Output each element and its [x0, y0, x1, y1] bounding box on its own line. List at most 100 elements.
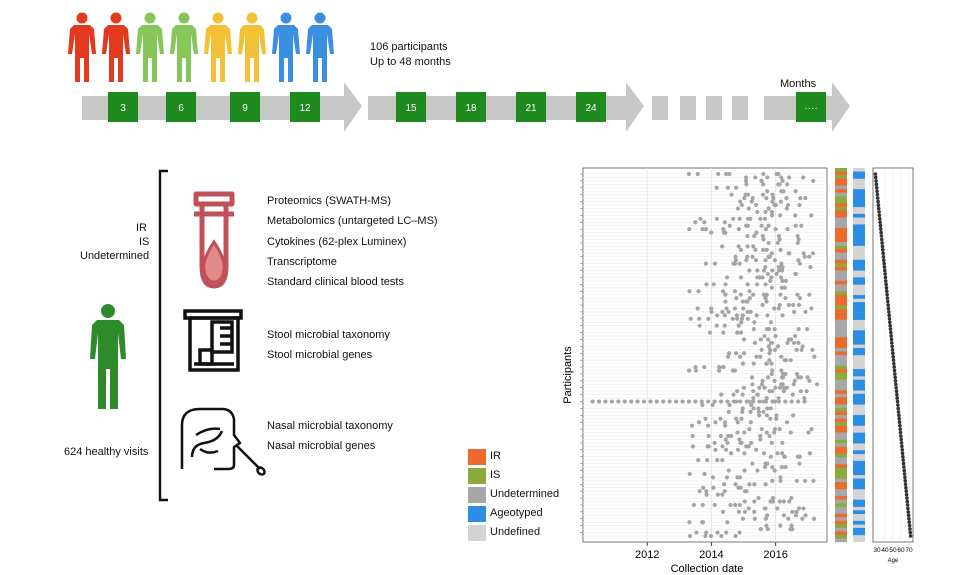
- timeline-month-marker: [290, 92, 320, 122]
- visit-point: [760, 302, 765, 308]
- visit-point: [753, 175, 758, 180]
- visit-point: [752, 482, 757, 487]
- visit-point: [724, 530, 729, 535]
- visit-point: [722, 420, 727, 425]
- participant-group-cell: [835, 386, 847, 391]
- age-point: [898, 423, 902, 428]
- participant-group-cell: [835, 323, 847, 327]
- visit-point: [738, 330, 744, 335]
- visit-point: [738, 199, 743, 204]
- participant-ageotype-cell: [853, 189, 865, 193]
- visit-point: [763, 516, 768, 521]
- visit-point: [774, 413, 779, 418]
- age-point: [885, 296, 890, 300]
- participant-group-cell: [835, 185, 847, 190]
- visit-point: [748, 309, 753, 315]
- visit-point: [603, 399, 608, 404]
- visit-point: [808, 264, 813, 270]
- participant-ageotype-cell: [853, 439, 865, 444]
- participant-group-cell: [835, 344, 847, 349]
- visit-point: [789, 523, 794, 528]
- visit-point: [765, 271, 770, 277]
- visit-point: [781, 385, 787, 390]
- age-point: [907, 516, 911, 521]
- participant-group-cell: [835, 277, 847, 282]
- age-point: [879, 237, 884, 242]
- timeline-month-marker: [396, 92, 426, 122]
- visit-point: [735, 389, 740, 394]
- visit-point: [756, 406, 761, 411]
- visit-point: [761, 237, 766, 242]
- visit-point: [696, 458, 701, 463]
- visit-point: [792, 309, 797, 315]
- visit-point: [762, 333, 767, 339]
- visit-point: [763, 296, 768, 301]
- visit-point: [742, 489, 748, 494]
- visit-point: [780, 264, 785, 270]
- visit-point: [795, 454, 800, 459]
- month-label: 18: [465, 103, 477, 114]
- participant-group-cell: [835, 340, 847, 345]
- participant-figure: [170, 12, 198, 82]
- visit-point: [720, 309, 725, 315]
- visit-point: [788, 358, 793, 363]
- participant-group-cell: [835, 355, 847, 359]
- x-tick-label: 2016: [763, 549, 787, 561]
- visit-point: [776, 233, 782, 239]
- visit-point: [752, 509, 757, 514]
- visit-point: [785, 340, 790, 346]
- age-point: [906, 513, 911, 518]
- participant-group-cell: [835, 446, 847, 451]
- visit-point: [596, 399, 602, 404]
- age-tick-label: 60: [897, 547, 905, 554]
- assay-cytokines: Cytokines (62-plex Luminex): [267, 236, 407, 248]
- visit-point: [769, 340, 775, 346]
- participant-group-cell: [835, 464, 847, 469]
- age-point: [882, 268, 887, 273]
- visit-point: [781, 499, 786, 504]
- legend-swatch: [468, 525, 486, 541]
- visit-point: [693, 399, 698, 404]
- participant-group-cell: [835, 369, 847, 373]
- age-point: [884, 289, 889, 294]
- visit-point: [770, 464, 775, 470]
- age-point: [908, 534, 913, 538]
- visit-point: [718, 433, 723, 439]
- visit-point: [712, 399, 717, 404]
- participant-group-cell: [835, 256, 847, 260]
- visit-point: [718, 416, 723, 421]
- participant-group-cell: [835, 425, 847, 430]
- visit-point: [738, 247, 743, 252]
- visit-point: [769, 361, 774, 366]
- visit-point: [757, 399, 762, 404]
- visit-point: [772, 430, 777, 435]
- visit-point: [795, 233, 800, 239]
- visit-point: [731, 392, 736, 397]
- visit-point: [765, 189, 770, 194]
- visit-point: [744, 258, 749, 263]
- visit-point: [758, 437, 763, 442]
- age-point: [877, 210, 881, 214]
- blood-tube-icon: [193, 191, 235, 289]
- visit-point: [740, 299, 745, 304]
- visit-point: [759, 223, 764, 228]
- visit-point: [693, 368, 699, 373]
- participant-ageotype-cell: [853, 432, 865, 437]
- visit-point: [770, 389, 775, 394]
- participant-group-cell: [835, 302, 847, 306]
- visit-point: [767, 351, 772, 356]
- age-point: [887, 313, 891, 318]
- participant-group-cell: [835, 316, 847, 320]
- visit-point: [733, 482, 738, 487]
- visit-point: [758, 527, 763, 532]
- participant-group-cell: [835, 492, 847, 497]
- visit-point: [726, 309, 731, 315]
- visit-point: [689, 423, 695, 428]
- visit-point: [783, 358, 789, 363]
- visit-point: [796, 506, 802, 511]
- visit-point: [706, 399, 711, 404]
- visit-point: [772, 468, 777, 473]
- visit-point: [756, 409, 761, 414]
- visit-point: [743, 192, 748, 197]
- visit-point: [768, 320, 774, 325]
